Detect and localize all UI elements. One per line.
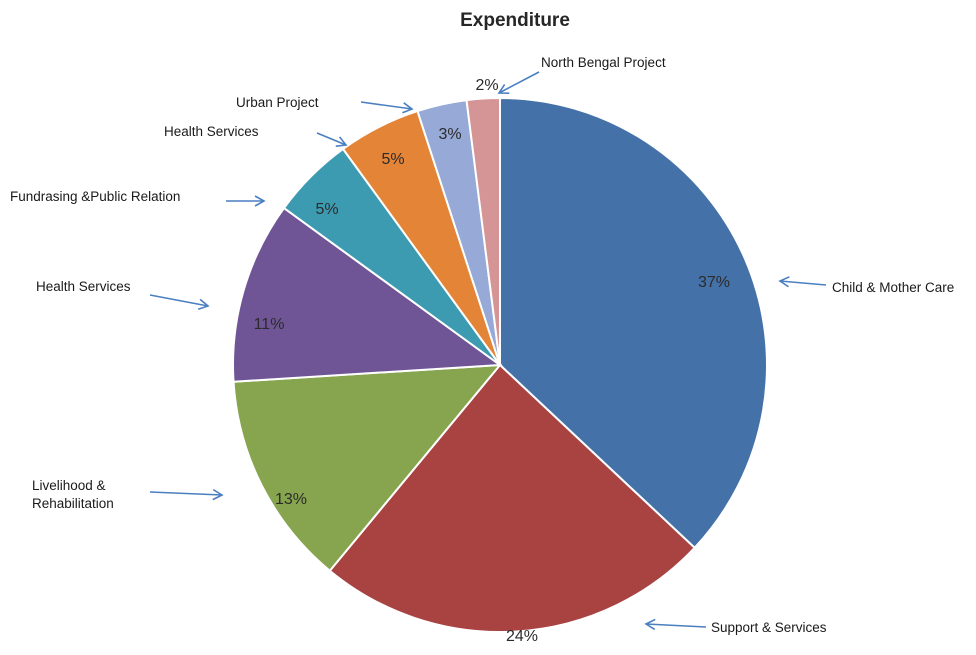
label-arrow xyxy=(149,294,210,310)
percent-labels: 37% 24% 13% 11% 5% 5% 3% 2% xyxy=(254,77,730,645)
label-arrows xyxy=(149,71,827,631)
slice-percent-label: 24% xyxy=(506,628,538,645)
label-arrow xyxy=(149,488,224,501)
pie-slices xyxy=(232,96,768,633)
category-label: North Bengal Project xyxy=(541,55,666,70)
category-label: Child & Mother Care xyxy=(832,280,954,295)
pie-slice xyxy=(328,363,697,633)
slice-percent-label: 13% xyxy=(275,491,307,508)
slice-percent-label: 37% xyxy=(698,274,730,291)
label-arrow xyxy=(497,71,540,95)
chart-title: Expenditure xyxy=(460,10,570,31)
label-arrow xyxy=(644,618,707,631)
slice-percent-label: 3% xyxy=(438,126,461,143)
slice-percent-label: 5% xyxy=(315,201,338,218)
slice-percent-label: 5% xyxy=(381,151,404,168)
label-arrow xyxy=(360,101,414,114)
pie-slice xyxy=(465,96,501,366)
category-labels: Child & Mother Care Support & Services Liv… xyxy=(10,55,954,635)
pie-slice xyxy=(232,363,503,573)
pie-slice xyxy=(232,206,503,383)
slice-percent-label: 2% xyxy=(475,77,498,94)
label-arrow xyxy=(778,276,827,288)
category-label: Support & Services xyxy=(711,620,827,635)
pie-slice xyxy=(499,96,768,550)
category-label: Urban Project xyxy=(236,95,319,110)
slice-percent-label: 11% xyxy=(254,316,285,333)
label-arrow xyxy=(316,132,348,147)
category-label: Health Services xyxy=(164,124,259,139)
category-label: Livelihood & Rehabilitation xyxy=(32,478,114,511)
category-label: Fundrasing &Public Relation xyxy=(10,189,180,204)
category-label: Health Services xyxy=(36,279,131,294)
